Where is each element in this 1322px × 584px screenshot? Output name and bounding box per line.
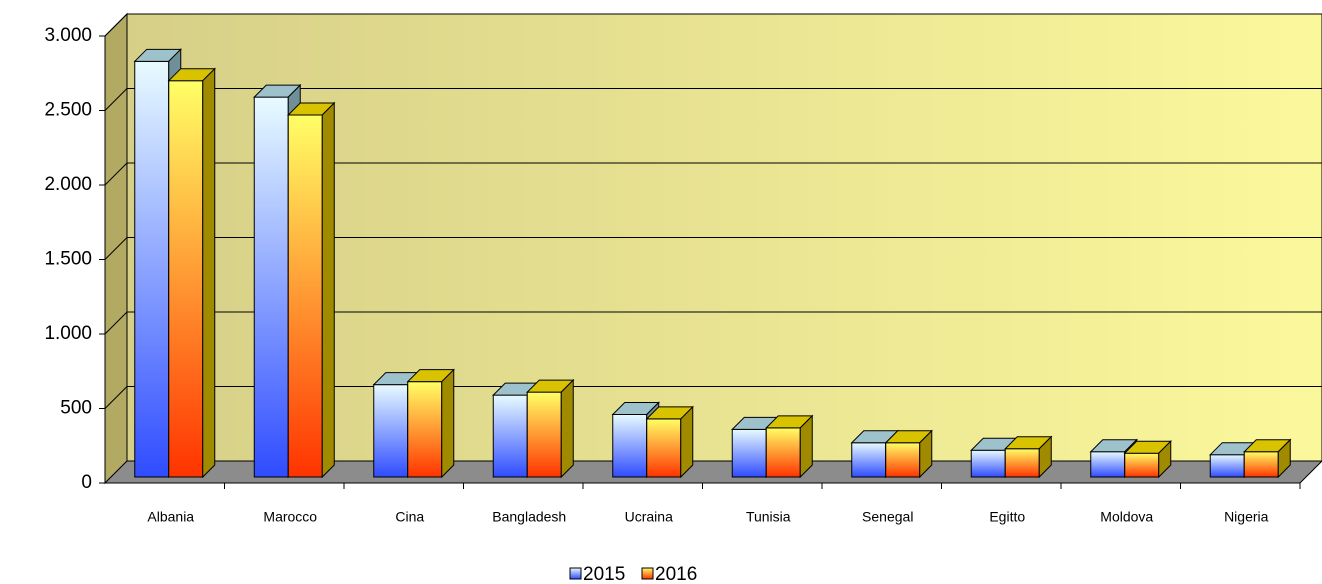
- legend-label: 2016: [655, 564, 697, 584]
- bar: [970, 449, 1006, 478]
- bar: [407, 381, 443, 478]
- bar-side: [560, 378, 574, 479]
- legend-swatch: [641, 567, 654, 580]
- bar: [765, 427, 801, 478]
- x-tick-label: Tunisia: [746, 509, 791, 525]
- bar: [526, 391, 562, 478]
- bar-group: [1004, 435, 1053, 479]
- x-tick-label: Albania: [147, 509, 194, 525]
- bar: [1243, 451, 1279, 478]
- bar: [885, 442, 921, 478]
- bar-side: [321, 101, 335, 479]
- bar: [1209, 454, 1245, 478]
- bar-side: [1038, 435, 1052, 479]
- bar-side: [441, 368, 455, 479]
- y-tick-label: 0: [81, 472, 92, 493]
- x-tick-label: Ucraina: [625, 509, 673, 525]
- legend-swatch: [569, 567, 582, 580]
- bar: [492, 394, 528, 478]
- grid-line-side: [104, 13, 128, 37]
- bar: [134, 60, 170, 478]
- bar: [287, 114, 323, 478]
- grid-line-side: [104, 311, 128, 335]
- grid-line-side: [104, 386, 128, 409]
- x-tick-label: Marocco: [263, 509, 317, 525]
- bar-group: [287, 101, 336, 479]
- x-tick-label: Senegal: [862, 509, 913, 525]
- y-tick-label: 2.000: [44, 174, 92, 195]
- bar-group: [167, 67, 216, 479]
- y-tick-label: 1.500: [44, 249, 92, 270]
- y-tick-label: 3.000: [44, 25, 92, 46]
- bar-group: [884, 429, 933, 479]
- bar: [612, 413, 648, 478]
- bar: [373, 384, 409, 478]
- bar-side: [202, 67, 216, 479]
- bar-group: [406, 368, 455, 479]
- x-tick-label: Cina: [395, 509, 424, 525]
- bar: [731, 428, 767, 478]
- bar-group: [765, 414, 814, 479]
- bar: [1004, 448, 1040, 478]
- x-tick-label: Egitto: [989, 509, 1025, 525]
- bar-side: [919, 429, 933, 479]
- grid-line-side: [104, 162, 128, 186]
- legend-label: 2015: [583, 564, 625, 584]
- y-tick-label: 2.500: [44, 100, 92, 121]
- bar-side: [1158, 439, 1172, 479]
- y-tick-label: 1.000: [44, 323, 92, 344]
- grid-line-side: [104, 237, 128, 260]
- bar-group: [645, 405, 694, 479]
- bar: [168, 80, 204, 478]
- x-tick-label: Moldova: [1100, 509, 1153, 525]
- bar-side: [799, 414, 813, 479]
- x-tick-label: Bangladesh: [492, 509, 566, 525]
- grid-line-side: [104, 88, 128, 111]
- y-tick-label: 500: [60, 398, 92, 419]
- bar-side: [680, 405, 694, 479]
- bar-group: [1243, 438, 1292, 479]
- x-tick-label: Nigeria: [1224, 509, 1269, 525]
- bar: [1124, 452, 1160, 478]
- bar-group: [1123, 439, 1172, 479]
- bar: [646, 418, 682, 478]
- bar: [1090, 451, 1126, 478]
- bar-side: [1277, 438, 1291, 479]
- bar: [253, 96, 289, 478]
- bar: [851, 442, 887, 478]
- bar-group: [526, 378, 575, 479]
